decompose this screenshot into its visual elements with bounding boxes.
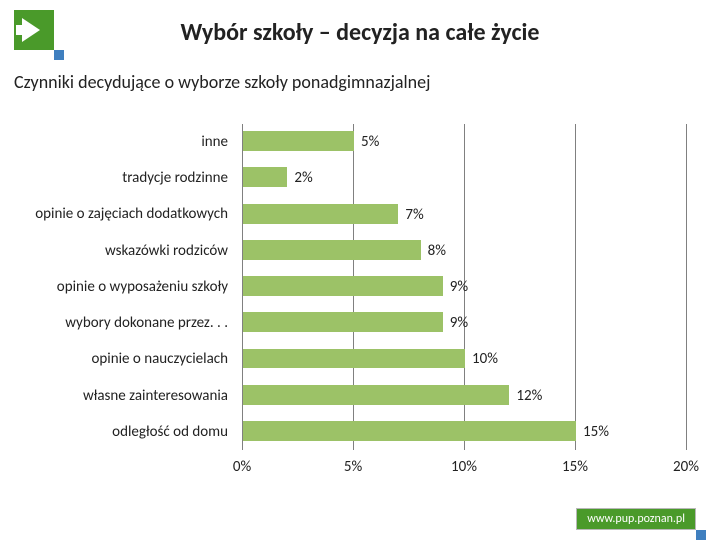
chart-category-label: opinie o wyposażeniu szkoły xyxy=(12,269,234,305)
footer-accent-icon xyxy=(696,530,706,540)
chart-row: wybory dokonane przez. . .9% xyxy=(242,305,686,341)
chart-value-label: 15% xyxy=(577,414,609,450)
chart-x-tick: 20% xyxy=(673,458,699,476)
chart-row: własne zainteresowania12% xyxy=(242,378,686,414)
logo-icon xyxy=(14,10,60,56)
chart-category-label: tradycje rodzinne xyxy=(12,160,234,196)
chart-category-label: odległość od domu xyxy=(12,414,234,450)
chart-category-label: inne xyxy=(12,124,234,160)
footer-url-badge: www.pup.poznan.pl xyxy=(576,508,696,530)
chart-category-label: wskazówki rodziców xyxy=(12,233,234,269)
chart-category-label: wybory dokonane przez. . . xyxy=(12,305,234,341)
chart-row: opinie o wyposażeniu szkoły9% xyxy=(242,269,686,305)
chart-row: wskazówki rodziców8% xyxy=(242,233,686,269)
chart-bar xyxy=(243,421,576,441)
chart-category-label: opinie o nauczycielach xyxy=(12,341,234,377)
chart-value-label: 8% xyxy=(422,233,446,269)
chart-bar xyxy=(243,349,465,369)
chart-row: opinie o nauczycielach10% xyxy=(242,341,686,377)
chart-value-label: 9% xyxy=(444,269,468,305)
chart-bar xyxy=(243,312,443,332)
page-subtitle: Czynniki decydujące o wyborze szkoły pon… xyxy=(0,47,720,103)
chart-bar xyxy=(243,131,354,151)
chart-bar xyxy=(243,240,421,260)
chart-value-label: 10% xyxy=(466,341,498,377)
chart-x-tick: 10% xyxy=(451,458,477,476)
chart-row: opinie o zajęciach dodatkowych7% xyxy=(242,196,686,232)
chart-value-label: 5% xyxy=(355,124,379,160)
factors-bar-chart: inne5%tradycje rodzinne2%opinie o zajęci… xyxy=(12,120,708,488)
page-title: Wybór szkoły – decyzja na całe życie xyxy=(0,0,720,47)
chart-row: tradycje rodzinne2% xyxy=(242,160,686,196)
chart-x-tick: 15% xyxy=(562,458,588,476)
chart-plot-area: inne5%tradycje rodzinne2%opinie o zajęci… xyxy=(242,124,686,450)
chart-value-label: 12% xyxy=(510,378,542,414)
chart-value-label: 9% xyxy=(444,305,468,341)
chart-gridline xyxy=(686,124,687,450)
chart-bar xyxy=(243,276,443,296)
chart-bar xyxy=(243,167,287,187)
chart-bar xyxy=(243,204,398,224)
chart-category-label: opinie o zajęciach dodatkowych xyxy=(12,196,234,232)
chart-category-label: własne zainteresowania xyxy=(12,378,234,414)
chart-x-axis: 0%5%10%15%20% xyxy=(242,452,686,480)
chart-row: odległość od domu15% xyxy=(242,414,686,450)
chart-value-label: 7% xyxy=(399,196,423,232)
chart-x-tick: 0% xyxy=(233,458,251,476)
chart-bar xyxy=(243,385,509,405)
chart-x-tick: 5% xyxy=(344,458,362,476)
chart-row: inne5% xyxy=(242,124,686,160)
chart-value-label: 2% xyxy=(288,160,312,196)
